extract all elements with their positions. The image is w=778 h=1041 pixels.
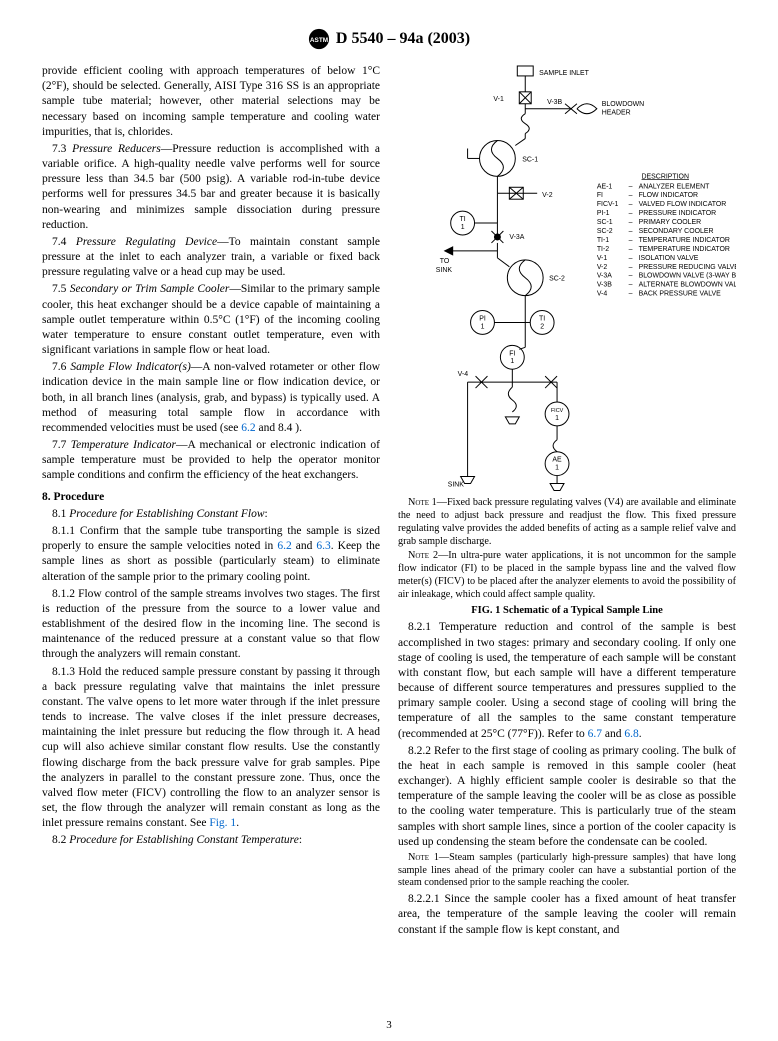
svg-text:DESCRIPTION: DESCRIPTION	[642, 173, 689, 180]
right-column: SAMPLE INLET V-1 V-3B BLOWDOWN HEADER	[398, 64, 736, 940]
svg-text:TI: TI	[460, 216, 466, 223]
section-7-6: 7.6 Sample Flow Indicator(s)—A non-valve…	[42, 360, 380, 436]
svg-text:SINK: SINK	[448, 481, 465, 488]
designation: D 5540 – 94a (2003)	[336, 30, 470, 48]
svg-text:HEADER: HEADER	[602, 110, 631, 117]
note-3: Note 1—Steam samples (particularly high-…	[398, 852, 736, 890]
svg-text:PI: PI	[479, 315, 486, 322]
svg-text:FICV: FICV	[551, 408, 564, 414]
page-number: 3	[386, 1019, 392, 1031]
svg-text:FI: FI	[509, 350, 515, 357]
section-8-1: 8.1 Procedure for Establishing Constant …	[42, 507, 380, 522]
svg-text:PI-1–PRESSURE INDICATOR: PI-1–PRESSURE INDICATOR	[597, 210, 716, 217]
left-column: provide efficient cooling with approach …	[42, 64, 380, 940]
svg-text:V-3A–BLOWDOWN VALVE (3-WAY BAL: V-3A–BLOWDOWN VALVE (3-WAY BALL)	[597, 273, 736, 280]
svg-text:SINK: SINK	[436, 267, 453, 274]
link-6-2b[interactable]: 6.2	[277, 540, 291, 552]
svg-text:V-4: V-4	[458, 371, 469, 378]
svg-text:BLOWDOWN: BLOWDOWN	[602, 101, 644, 108]
svg-text:AE: AE	[552, 457, 562, 464]
svg-text:1: 1	[555, 415, 559, 422]
svg-text:V-1: V-1	[493, 96, 504, 103]
svg-text:V-2: V-2	[542, 192, 553, 199]
figure-1-schematic: SAMPLE INLET V-1 V-3B BLOWDOWN HEADER	[398, 64, 736, 491]
section-8-1-3: 8.1.3 Hold the reduced sample pressure c…	[42, 665, 380, 832]
figure-caption: FIG. 1 Schematic of a Typical Sample Lin…	[398, 604, 736, 618]
svg-text:V-3B: V-3B	[547, 99, 562, 106]
svg-text:ASTM: ASTM	[310, 37, 328, 44]
svg-text:SC-1: SC-1	[522, 156, 538, 163]
section-7-7: 7.7 Temperature Indicator—A mechanical o…	[42, 438, 380, 484]
svg-text:TI: TI	[539, 315, 545, 322]
svg-text:1: 1	[555, 465, 559, 472]
section-8-1-1: 8.1.1 Confirm that the sample tube trans…	[42, 524, 380, 585]
svg-text:TI-2–TEMPERATURE INDICATOR: TI-2–TEMPERATURE INDICATOR	[597, 246, 730, 253]
astm-logo-icon: ASTM	[308, 28, 330, 50]
link-6-7[interactable]: 6.7	[588, 728, 602, 740]
svg-text:V-3B–ALTERNATE BLOWDOWN VALVE: V-3B–ALTERNATE BLOWDOWN VALVE	[597, 282, 736, 289]
svg-text:SC-2: SC-2	[549, 276, 565, 283]
svg-text:1: 1	[510, 358, 514, 365]
intro-para: provide efficient cooling with approach …	[42, 64, 380, 140]
note-1: Note 1—Fixed back pressure regulating va…	[398, 497, 736, 548]
svg-text:V-4–BACK PRESSURE VALVE: V-4–BACK PRESSURE VALVE	[597, 291, 721, 298]
svg-text:TI-1–TEMPERATURE INDICATOR: TI-1–TEMPERATURE INDICATOR	[597, 237, 730, 244]
section-7-4: 7.4 Pressure Regulating Device—To mainta…	[42, 235, 380, 281]
svg-text:V-3A: V-3A	[509, 234, 524, 241]
svg-text:SC-1–PRIMARY COOLER: SC-1–PRIMARY COOLER	[597, 219, 701, 226]
section-8-2-2-1: 8.2.2.1 Since the sample cooler has a fi…	[398, 892, 736, 938]
section-8-2: 8.2 Procedure for Establishing Constant …	[42, 833, 380, 848]
link-fig-1[interactable]: Fig. 1	[209, 817, 236, 829]
svg-text:1: 1	[461, 224, 465, 231]
svg-text:AE-1–ANALYZER ELEMENT: AE-1–ANALYZER ELEMENT	[597, 183, 710, 190]
section-8-2-2: 8.2.2 Refer to the first stage of coolin…	[398, 744, 736, 850]
svg-text:1: 1	[481, 323, 485, 330]
page-header: ASTM D 5540 – 94a (2003)	[42, 28, 736, 50]
link-6-8[interactable]: 6.8	[624, 728, 638, 740]
section-8-title: 8. Procedure	[42, 490, 380, 505]
section-7-3: 7.3 Pressure Reducers—Pressure reduction…	[42, 142, 380, 233]
section-8-1-2: 8.1.2 Flow control of the sample streams…	[42, 587, 380, 663]
note-2: Note 2—In ultra-pure water applications,…	[398, 550, 736, 601]
svg-text:SC-2–SECONDARY COOLER: SC-2–SECONDARY COOLER	[597, 228, 714, 235]
svg-text:FI–FLOW INDICATOR: FI–FLOW INDICATOR	[597, 192, 698, 199]
link-6-2[interactable]: 6.2	[241, 422, 255, 434]
svg-text:SAMPLE INLET: SAMPLE INLET	[539, 70, 589, 77]
svg-text:V-2–PRESSURE REDUCING VALVE: V-2–PRESSURE REDUCING VALVE	[597, 264, 736, 271]
content-columns: provide efficient cooling with approach …	[42, 64, 736, 940]
section-7-5: 7.5 Secondary or Trim Sample Cooler—Simi…	[42, 282, 380, 358]
link-6-3[interactable]: 6.3	[316, 540, 330, 552]
svg-text:TO: TO	[440, 258, 450, 265]
section-8-2-1: 8.2.1 Temperature reduction and control …	[398, 620, 736, 741]
svg-text:2: 2	[540, 323, 544, 330]
svg-text:V-1–ISOLATION VALVE: V-1–ISOLATION VALVE	[597, 255, 699, 262]
svg-text:FICV-1–VALVED FLOW INDICATOR: FICV-1–VALVED FLOW INDICATOR	[597, 201, 727, 208]
